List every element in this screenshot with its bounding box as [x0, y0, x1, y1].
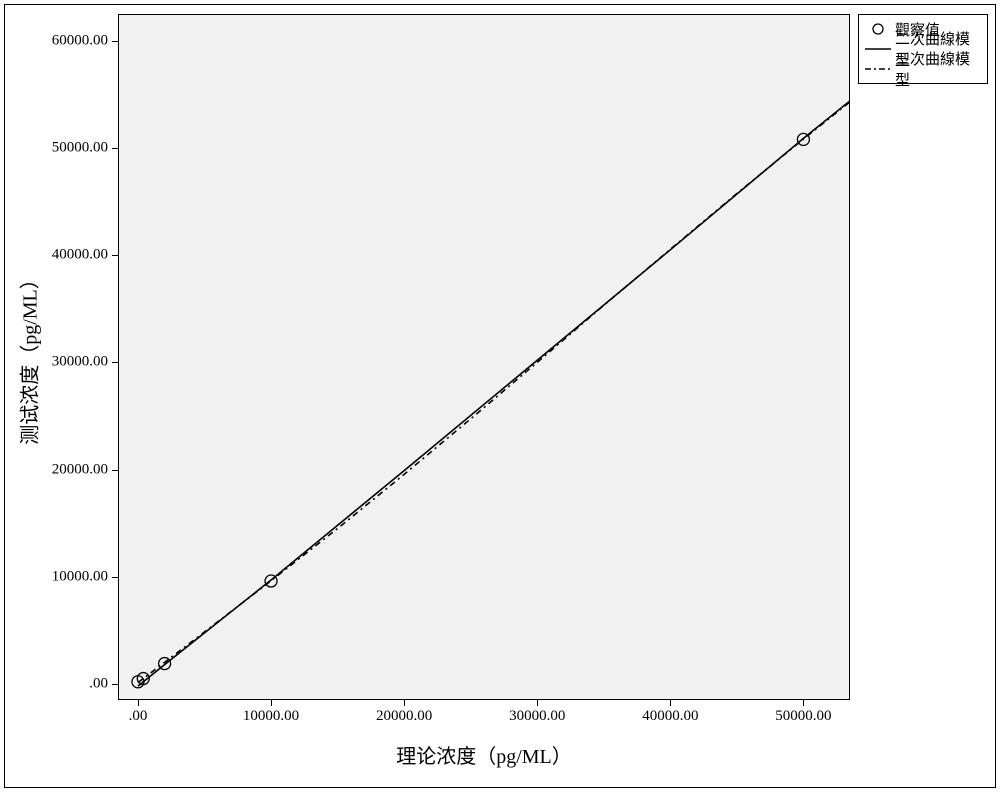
- x-tick-label: 40000.00: [642, 708, 698, 725]
- y-tick: [112, 684, 118, 685]
- y-tick: [112, 470, 118, 471]
- legend-swatch: [865, 62, 891, 76]
- legend: 觀察值二次曲線模型三次曲線模型: [858, 14, 988, 84]
- legend-item: 三次曲線模型: [865, 59, 981, 79]
- x-tick: [537, 700, 538, 706]
- x-tick-label: 50000.00: [775, 708, 831, 725]
- x-tick: [138, 700, 139, 706]
- legend-swatch: [865, 22, 891, 36]
- y-tick-label: 10000.00: [52, 568, 108, 585]
- y-tick: [112, 255, 118, 256]
- legend-label: 三次曲線模型: [895, 48, 981, 90]
- x-tick-label: 30000.00: [509, 708, 565, 725]
- x-tick-label: 20000.00: [376, 708, 432, 725]
- chart-svg: [0, 0, 1000, 792]
- legend-swatch: [865, 42, 891, 56]
- series-line: [138, 101, 850, 686]
- y-tick-label: 20000.00: [52, 461, 108, 478]
- y-tick: [112, 148, 118, 149]
- x-tick-label: .00: [129, 708, 148, 725]
- y-tick-label: .00: [89, 675, 108, 692]
- y-tick: [112, 362, 118, 363]
- y-tick: [112, 41, 118, 42]
- y-tick-label: 50000.00: [52, 139, 108, 156]
- x-tick: [670, 700, 671, 706]
- y-tick-label: 30000.00: [52, 354, 108, 371]
- y-tick: [112, 577, 118, 578]
- y-tick-label: 60000.00: [52, 32, 108, 49]
- x-tick: [803, 700, 804, 706]
- x-tick-label: 10000.00: [243, 708, 299, 725]
- y-tick-label: 40000.00: [52, 247, 108, 264]
- x-tick: [404, 700, 405, 706]
- x-tick: [271, 700, 272, 706]
